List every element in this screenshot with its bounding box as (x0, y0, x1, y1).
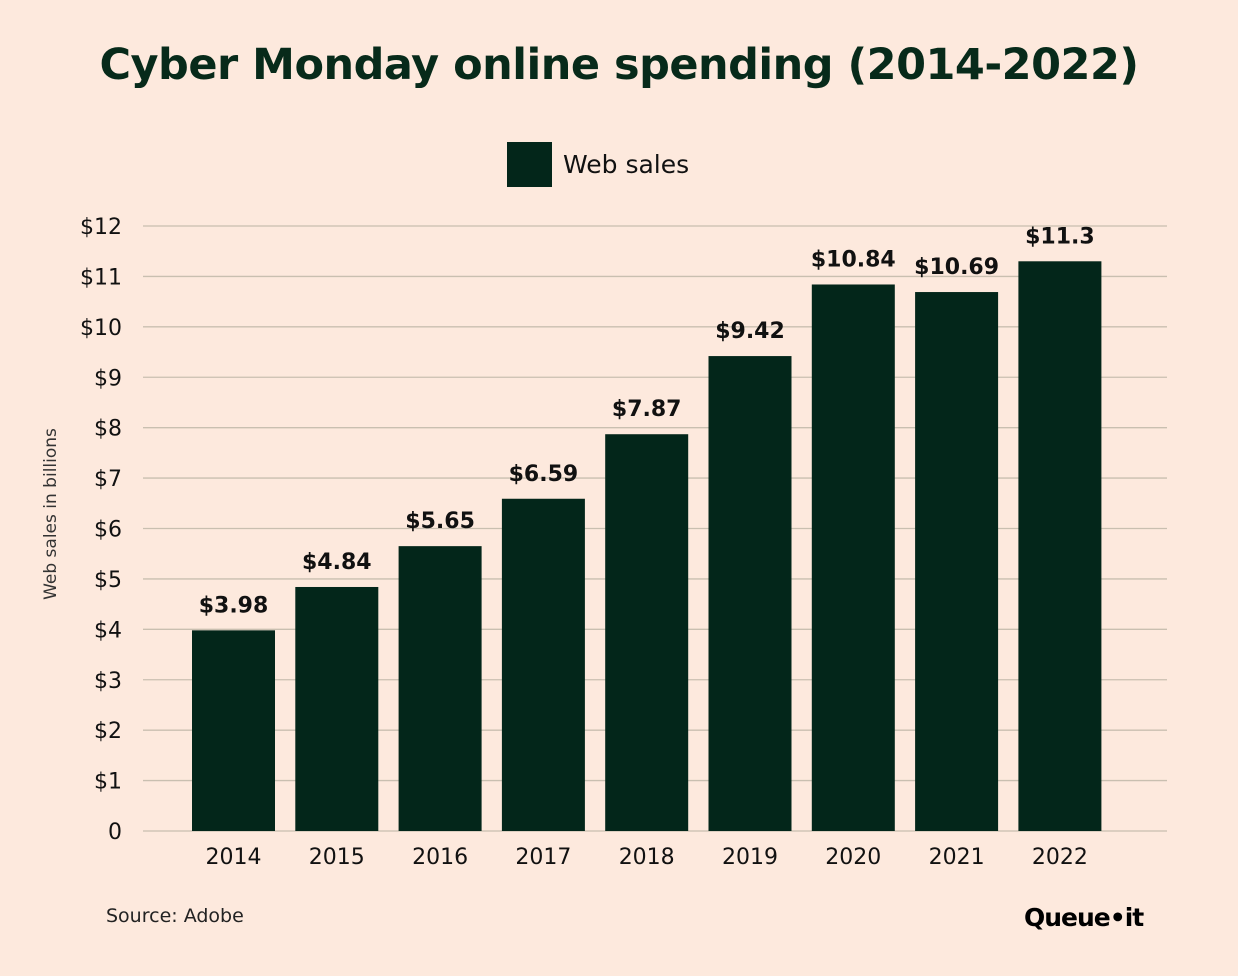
x-tick-label: 2015 (309, 845, 365, 870)
y-tick-label: $6 (94, 518, 122, 543)
x-tick-label: 2019 (722, 845, 778, 870)
y-tick-label: $4 (94, 618, 122, 643)
data-label: $7.87 (612, 397, 682, 422)
y-tick-label: $1 (94, 770, 122, 795)
y-tick-label: $10 (80, 316, 122, 341)
data-label: $5.65 (405, 509, 475, 534)
x-tick-label: 2016 (412, 845, 468, 870)
y-tick-label: $3 (94, 669, 122, 694)
data-label: $4.84 (302, 550, 372, 575)
legend-label: Web sales (563, 150, 690, 179)
source-note: Source: Adobe (106, 905, 244, 927)
data-label: $3.98 (199, 593, 269, 618)
x-tick-label: 2022 (1032, 845, 1088, 870)
bar-2020 (811, 284, 895, 831)
data-label: $10.84 (811, 247, 896, 272)
x-tick-label: 2020 (825, 845, 881, 870)
y-tick-label: 0 (108, 820, 122, 845)
data-label: $10.69 (914, 255, 999, 280)
x-tick-label: 2018 (619, 845, 675, 870)
bar-2022 (1018, 261, 1102, 832)
bar-2017 (501, 498, 585, 831)
bar-2015 (295, 586, 379, 831)
y-tick-label: $9 (94, 366, 122, 391)
data-label: $9.42 (715, 319, 785, 344)
x-tick-label: 2021 (929, 845, 985, 870)
x-tick-label: 2017 (515, 845, 571, 870)
bar-2021 (915, 292, 999, 831)
data-label: $6.59 (509, 462, 579, 487)
y-tick-label: $2 (94, 719, 122, 744)
chart-title: Cyber Monday online spending (2014-2022) (99, 40, 1139, 90)
y-tick-label: $7 (94, 467, 122, 492)
y-tick-label: $12 (80, 215, 122, 240)
bar-2019 (708, 356, 792, 831)
bar-2014 (192, 630, 275, 831)
bar-2016 (398, 546, 482, 831)
bar-2018 (605, 434, 689, 831)
y-tick-label: $5 (94, 568, 122, 593)
legend: Web sales (507, 142, 689, 187)
y-tick-label: $11 (80, 265, 122, 290)
legend-swatch (507, 142, 552, 187)
x-tick-label: 2014 (206, 845, 262, 870)
y-tick-label: $8 (94, 417, 122, 442)
queue-it-logo: Queue•it (1024, 903, 1144, 932)
data-label: $11.3 (1025, 224, 1095, 249)
